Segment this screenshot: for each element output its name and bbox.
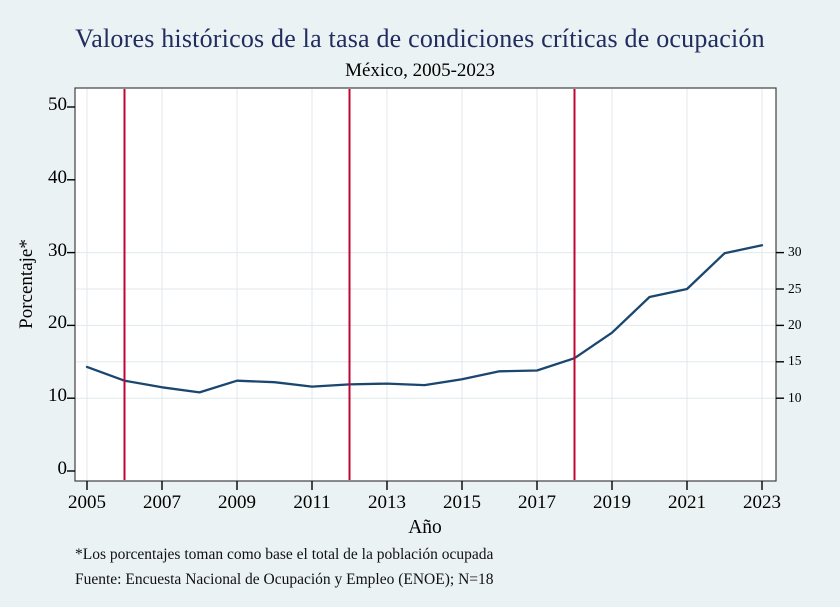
x-tick-label: 2009	[218, 492, 256, 513]
x-tick-label: 2019	[593, 492, 631, 513]
y-left-tick-label: 10	[48, 385, 67, 407]
plot-frame	[74, 87, 777, 482]
x-tick-label: 2017	[518, 492, 556, 513]
x-tick-label: 2021	[668, 492, 706, 513]
footnote-note: *Los porcentajes toman como base el tota…	[75, 546, 494, 563]
y-right-tick-label: 30	[788, 244, 802, 260]
y-right-tick-label: 10	[788, 389, 802, 405]
chart-subtitle: México, 2005-2023	[345, 60, 495, 81]
footnote-source: Fuente: Encuesta Nacional de Ocupación y…	[75, 571, 494, 588]
x-tick-label: 2013	[368, 492, 406, 513]
plot-area	[75, 88, 776, 481]
y-left-tick-label: 40	[48, 166, 67, 188]
y-axis-label: Porcentaje*	[16, 239, 37, 329]
x-tick-label: 2011	[293, 492, 331, 513]
y-left-tick-label: 30	[48, 239, 67, 261]
y-left-tick-label: 20	[48, 312, 67, 334]
x-axis-label: Año	[408, 517, 442, 538]
x-tick-label: 2007	[143, 492, 181, 513]
y-right-tick-label: 25	[788, 280, 802, 296]
x-tick-label: 2015	[443, 492, 481, 513]
y-right-tick-label: 20	[788, 316, 802, 332]
x-tick-label: 2005	[68, 492, 106, 513]
y-right-tick-label: 15	[788, 353, 802, 369]
y-left-tick-label: 50	[48, 94, 67, 115]
chart-title: Valores históricos de la tasa de condici…	[75, 24, 765, 53]
x-tick-label: 2023	[743, 492, 781, 513]
y-left-tick-label: 0	[57, 458, 68, 479]
data-line	[85, 244, 764, 394]
